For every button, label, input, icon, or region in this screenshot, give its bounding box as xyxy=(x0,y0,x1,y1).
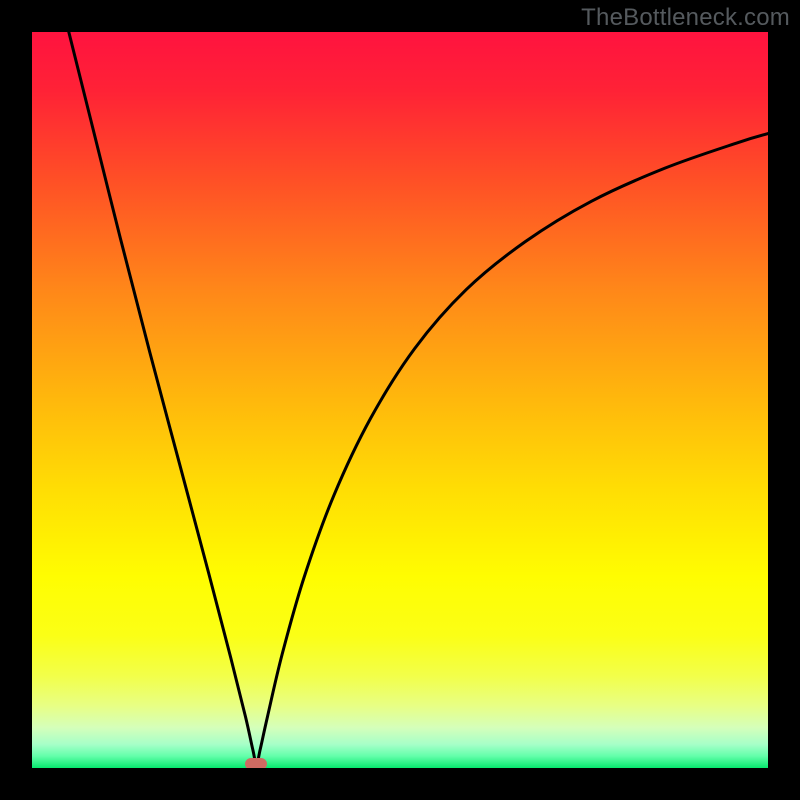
watermark-text: TheBottleneck.com xyxy=(581,4,790,32)
bottleneck-curve xyxy=(32,32,768,768)
chart-container: TheBottleneck.com xyxy=(0,0,800,800)
plot-frame xyxy=(32,32,768,768)
plot-area xyxy=(32,32,768,768)
curve-path xyxy=(54,32,768,764)
optimal-marker xyxy=(245,758,267,768)
